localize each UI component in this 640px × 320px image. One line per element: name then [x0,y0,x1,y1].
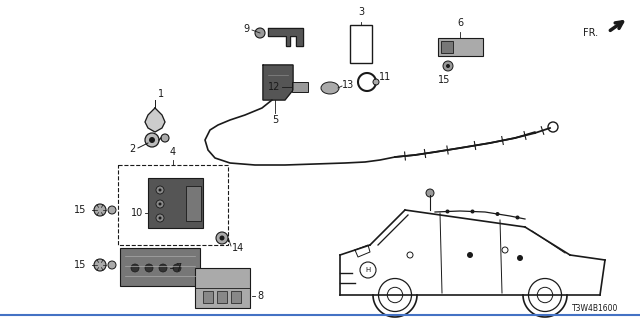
Circle shape [131,264,139,272]
Circle shape [159,203,161,205]
Bar [186,186,201,221]
Circle shape [255,28,265,38]
Circle shape [159,188,161,191]
Circle shape [173,264,181,272]
Circle shape [426,189,434,197]
Circle shape [445,210,449,213]
Text: FR.: FR. [583,28,598,38]
Circle shape [108,261,116,269]
Ellipse shape [321,82,339,94]
Text: 9: 9 [244,24,250,34]
Circle shape [373,79,379,85]
Bar [195,268,250,308]
Text: 15: 15 [74,205,86,215]
Circle shape [220,236,225,241]
Circle shape [446,64,450,68]
Circle shape [470,210,474,213]
Bar [203,291,213,303]
Circle shape [108,206,116,214]
Text: T3W4B1600: T3W4B1600 [572,304,618,313]
Text: 15: 15 [438,75,450,85]
Bar [438,38,483,56]
Circle shape [159,264,167,272]
Polygon shape [263,65,293,100]
Bar [231,291,241,303]
Text: 3: 3 [358,7,364,17]
Circle shape [495,212,499,216]
Bar [118,165,228,245]
Text: 10: 10 [131,208,143,218]
Text: 4: 4 [170,147,176,157]
Circle shape [145,133,159,147]
Text: 13: 13 [342,80,355,90]
Circle shape [517,255,523,261]
Circle shape [156,214,164,222]
Text: 14: 14 [232,243,244,253]
Bar [120,248,200,286]
Circle shape [467,252,473,258]
Circle shape [515,215,520,220]
Text: 2: 2 [129,144,135,154]
Text: 11: 11 [379,72,391,82]
Text: 15: 15 [74,260,86,270]
Circle shape [159,217,161,220]
Bar [350,25,372,63]
Circle shape [149,137,155,143]
Circle shape [156,200,164,208]
Text: 12: 12 [268,82,280,92]
Circle shape [94,204,106,216]
Circle shape [443,61,453,71]
Circle shape [216,232,228,244]
Bar [292,82,308,92]
Bar [441,41,453,53]
Bar [217,291,227,303]
Polygon shape [268,28,303,46]
Polygon shape [145,108,165,132]
Circle shape [94,259,106,271]
Text: 6: 6 [457,18,463,28]
Text: 1: 1 [158,89,164,99]
Circle shape [156,186,164,194]
Circle shape [145,264,153,272]
Text: 5: 5 [272,115,278,125]
Text: 7: 7 [175,263,181,273]
Text: 8: 8 [257,291,263,301]
Circle shape [161,134,169,142]
Text: H: H [365,267,371,273]
Bar [148,178,203,228]
